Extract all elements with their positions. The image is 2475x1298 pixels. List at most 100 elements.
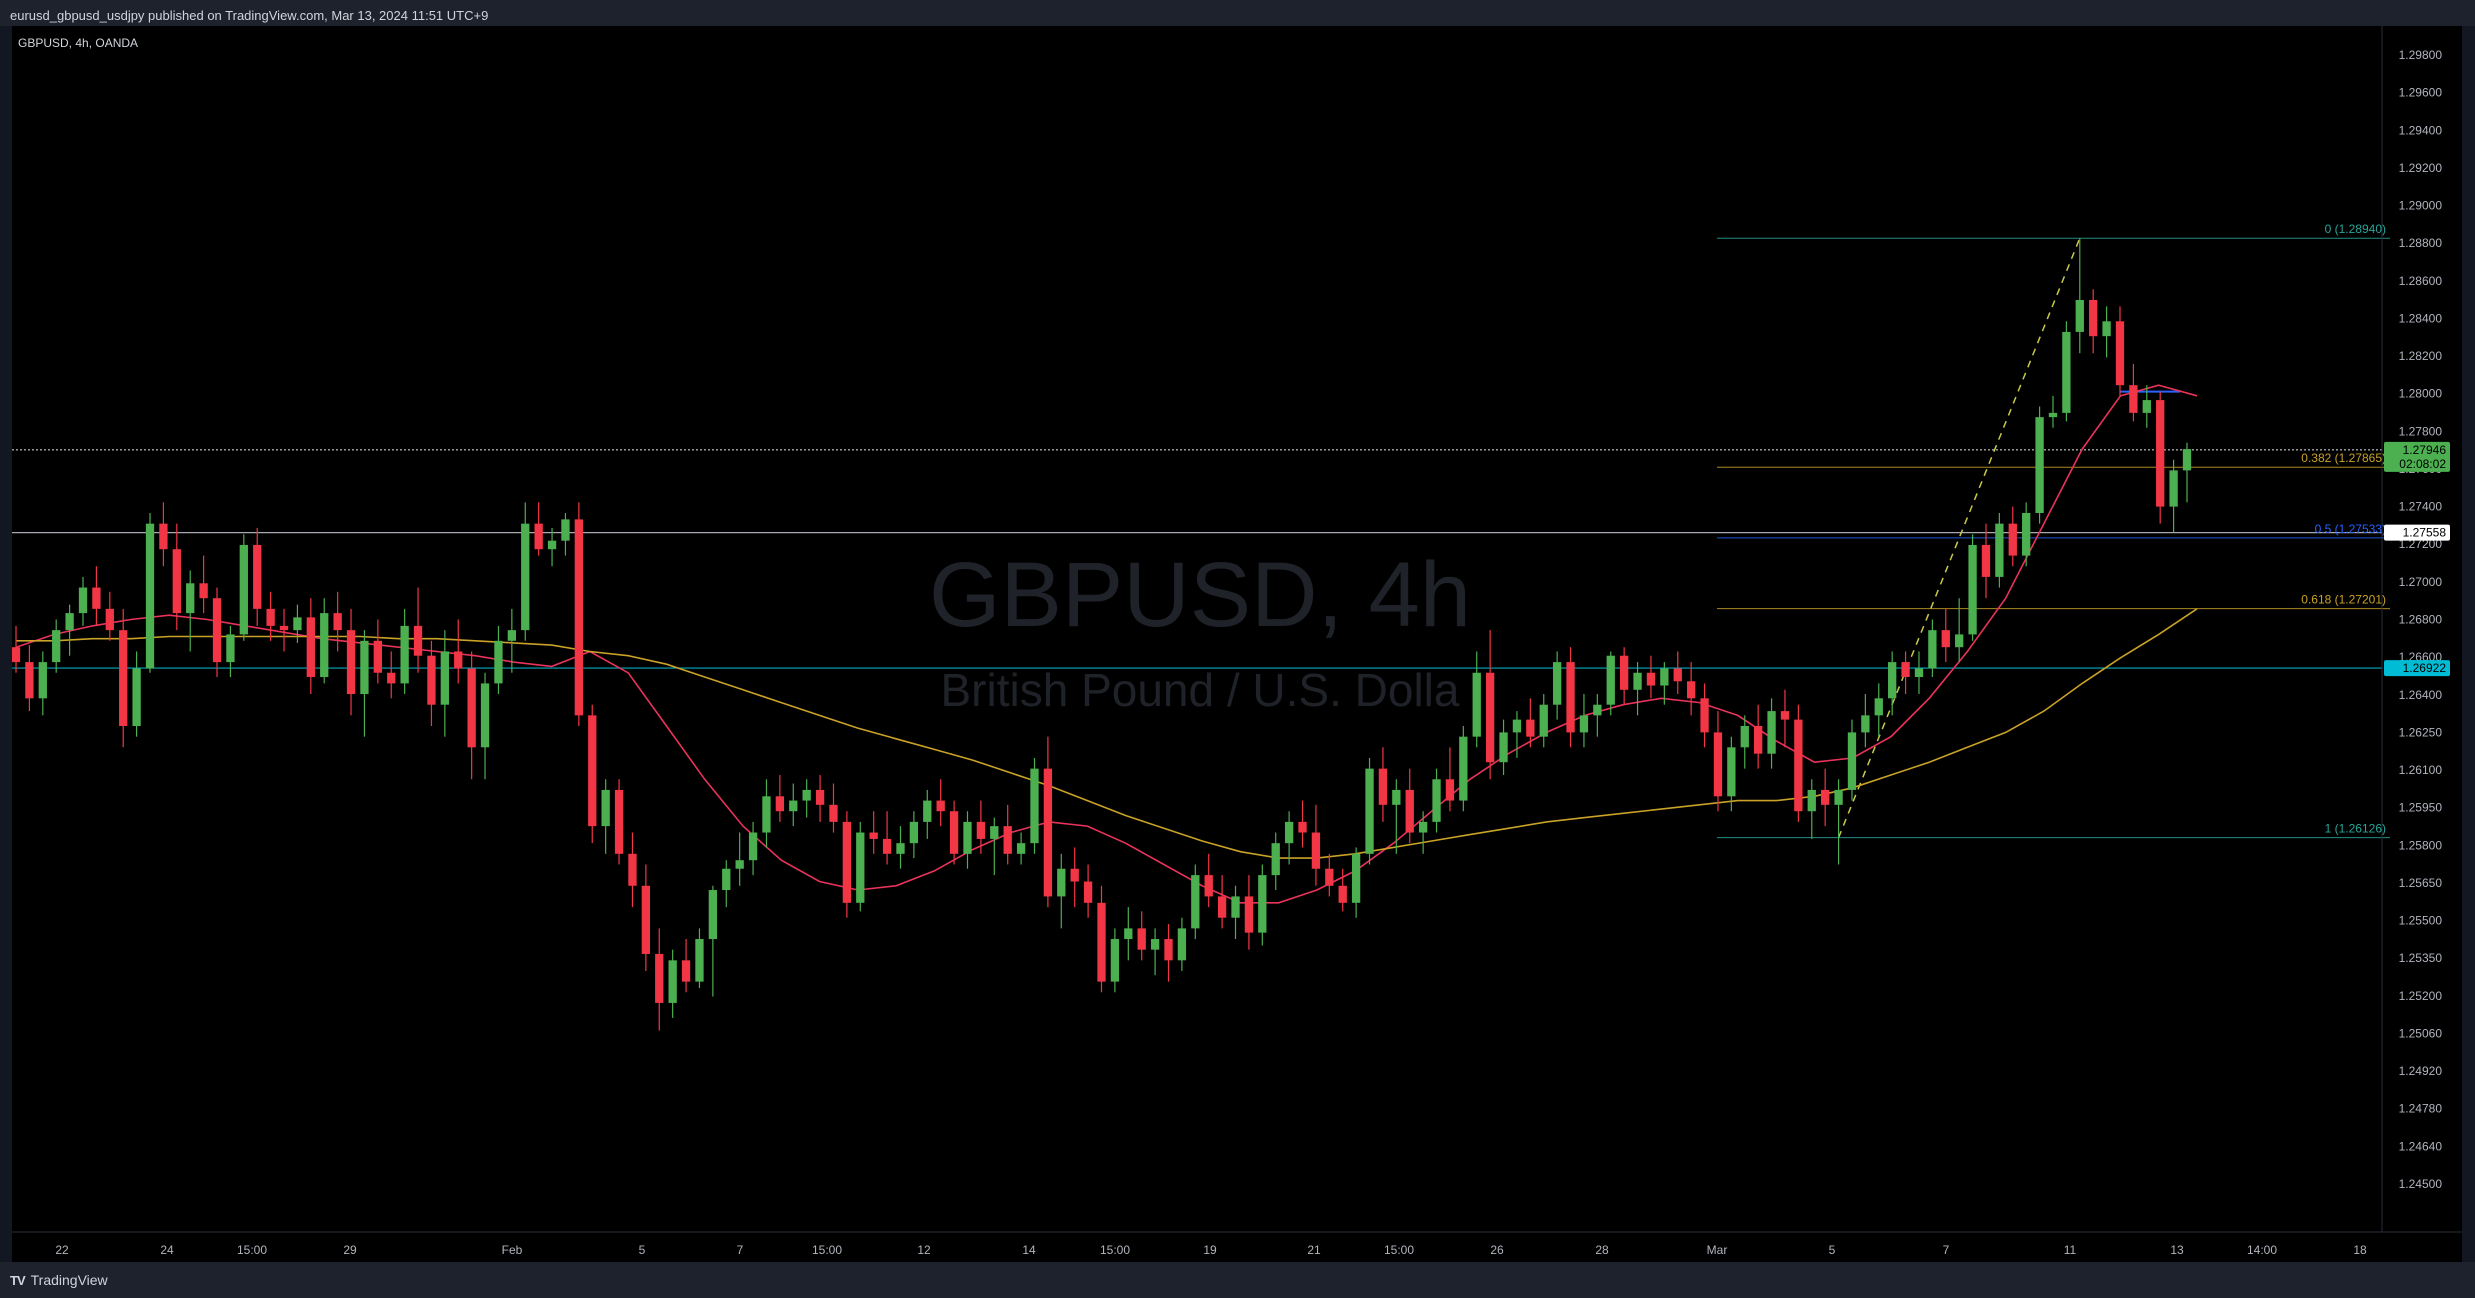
candle-body[interactable] <box>172 549 181 614</box>
candle-body[interactable] <box>588 715 597 827</box>
candle-body[interactable] <box>346 630 356 695</box>
candle-body[interactable] <box>413 625 423 656</box>
candle-body[interactable] <box>1914 668 1924 678</box>
candle-body[interactable] <box>1847 732 1857 790</box>
candle-body[interactable] <box>1338 885 1347 903</box>
candle-body[interactable] <box>1124 928 1133 940</box>
candle-body[interactable] <box>1204 875 1213 897</box>
candle-body[interactable] <box>1955 634 1964 648</box>
candle-body[interactable] <box>1070 868 1079 882</box>
candle-body[interactable] <box>25 662 34 699</box>
candle-body[interactable] <box>1016 843 1026 854</box>
candle-body[interactable] <box>186 583 195 614</box>
candle-body[interactable] <box>815 789 825 805</box>
candle-body[interactable] <box>467 668 476 748</box>
candle-body[interactable] <box>2169 470 2178 507</box>
candle-body[interactable] <box>2156 400 2165 507</box>
candle-body[interactable] <box>239 544 248 635</box>
candle-body[interactable] <box>976 821 986 839</box>
candle-body[interactable] <box>1472 672 1481 737</box>
candle-body[interactable] <box>159 523 168 550</box>
candle-body[interactable] <box>2048 412 2058 418</box>
candle-body[interactable] <box>1418 821 1428 833</box>
candle-body[interactable] <box>842 821 852 903</box>
candle-body[interactable] <box>2022 512 2031 556</box>
candle-body[interactable] <box>1834 789 1843 805</box>
candle-body[interactable] <box>574 519 584 716</box>
candle-body[interactable] <box>896 843 905 854</box>
candle-body[interactable] <box>2075 299 2084 332</box>
candle-body[interactable] <box>1043 768 1053 897</box>
candle-body[interactable] <box>1981 544 1991 577</box>
candle-body[interactable] <box>387 672 396 684</box>
candle-body[interactable] <box>1579 715 1589 733</box>
candle-body[interactable] <box>1097 902 1106 982</box>
candle-body[interactable] <box>11 647 21 663</box>
candle-body[interactable] <box>1888 662 1897 699</box>
candle-body[interactable] <box>226 634 235 663</box>
candle-body[interactable] <box>1378 768 1388 805</box>
candle-body[interactable] <box>1566 662 1575 733</box>
candle-body[interactable] <box>440 651 449 705</box>
candle-body[interactable] <box>78 587 88 614</box>
candle-body[interactable] <box>1499 732 1508 763</box>
candle-body[interactable] <box>1821 789 1830 805</box>
candle-body[interactable] <box>789 800 798 812</box>
candle-body[interactable] <box>360 640 369 695</box>
candle-body[interactable] <box>949 811 959 854</box>
candle-body[interactable] <box>1593 704 1602 716</box>
candle-body[interactable] <box>641 885 651 954</box>
candle-body[interactable] <box>547 540 557 550</box>
candle-body[interactable] <box>1807 789 1816 812</box>
candle-body[interactable] <box>145 523 155 669</box>
candle-body[interactable] <box>1686 681 1696 699</box>
candle-body[interactable] <box>1619 655 1629 690</box>
time-axis[interactable]: 22 24 15:00 29 Feb 5 7 15:00 12 14 15:00 19 21 15:00 2… <box>12 1231 2462 1257</box>
candle-body[interactable] <box>1030 768 1039 844</box>
candles-group[interactable] <box>11 238 2192 1031</box>
candle-body[interactable] <box>521 523 530 631</box>
candle-body[interactable] <box>1874 698 1883 716</box>
candle-body[interactable] <box>1552 662 1562 705</box>
fibonacci-retracement[interactable]: 0 (1.28940) 0.382 (1.27865) 0.5 (1.27533) 0… <box>1717 222 2390 839</box>
candle-body[interactable] <box>1271 843 1280 876</box>
candle-body[interactable] <box>1660 668 1669 686</box>
candle-body[interactable] <box>65 613 74 631</box>
candle-body[interactable] <box>923 800 932 822</box>
candle-body[interactable] <box>601 789 610 827</box>
candle-body[interactable] <box>1217 896 1227 918</box>
candle-body[interactable] <box>1392 789 1401 805</box>
candle-body[interactable] <box>212 598 222 663</box>
candle-body[interactable] <box>1767 711 1776 754</box>
candle-body[interactable] <box>1445 779 1455 801</box>
candle-body[interactable] <box>92 587 101 609</box>
candle-body[interactable] <box>306 617 315 678</box>
candle-body[interactable] <box>762 796 771 833</box>
candle-body[interactable] <box>1432 779 1441 822</box>
candle-body[interactable] <box>52 630 61 663</box>
candle-body[interactable] <box>1794 719 1803 812</box>
candlestick-chart[interactable]: GBPUSD, 4h British Pound / U.S. Dolla 0 … <box>11 26 2462 1262</box>
candle-body[interactable] <box>1539 704 1548 737</box>
candle-body[interactable] <box>2035 417 2044 513</box>
price-axis[interactable]: 1.29800 1.29600 1.29400 1.29200 1.29000 1.288… <box>2381 26 2442 1232</box>
candle-body[interactable] <box>1150 939 1160 950</box>
candle-body[interactable] <box>1164 939 1173 961</box>
candle-body[interactable] <box>494 640 503 684</box>
candle-body[interactable] <box>1780 711 1790 720</box>
candle-body[interactable] <box>1191 875 1200 929</box>
candle-body[interactable] <box>1485 672 1495 763</box>
candle-body[interactable] <box>2008 523 2017 556</box>
candle-body[interactable] <box>909 821 919 844</box>
candle-body[interactable] <box>1526 719 1535 737</box>
candle-body[interactable] <box>480 683 490 748</box>
tradingview-logo[interactable]: TV TradingView <box>10 1271 108 1289</box>
candle-body[interactable] <box>454 651 463 669</box>
candle-body[interactable] <box>1057 868 1066 897</box>
candle-body[interactable] <box>1740 726 1749 748</box>
candle-body[interactable] <box>38 662 47 699</box>
candle-body[interactable] <box>829 804 838 822</box>
candle-body[interactable] <box>1311 832 1321 869</box>
candle-body[interactable] <box>869 832 878 839</box>
candle-body[interactable] <box>668 960 677 1003</box>
